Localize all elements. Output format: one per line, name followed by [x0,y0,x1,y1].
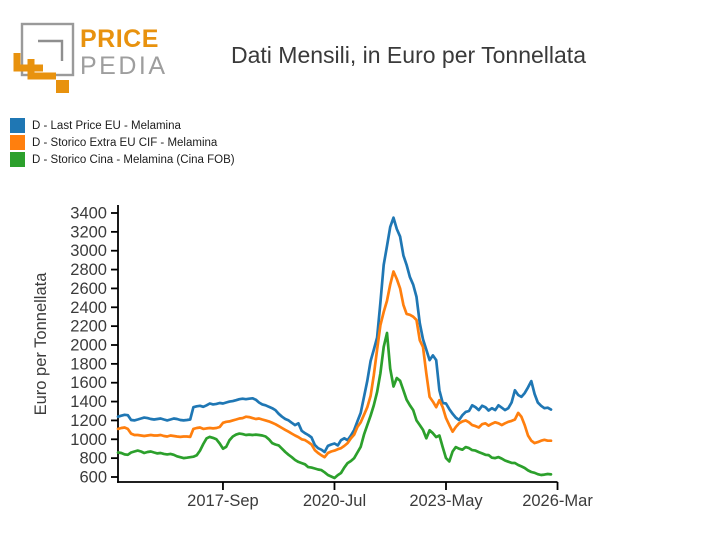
y-tick-label: 2400 [70,299,107,317]
y-tick-label: 1000 [70,431,107,449]
y-axis-title: Euro per Tonnellata [32,272,50,416]
legend-swatch [10,152,25,167]
legend-label: D - Storico Cina - Melamina (Cina FOB) [32,153,235,166]
legend-item: D - Storico Cina - Melamina (Cina FOB) [10,151,235,168]
legend-swatch [10,135,25,150]
logo-orange-square [56,80,69,93]
y-tick-label: 1400 [70,393,107,411]
y-tick-label: 600 [79,469,107,487]
logo-inner-gray-corner [38,39,64,61]
pricepedia-logo-icon [13,22,75,93]
y-tick-label: 3200 [70,223,107,241]
brand-pedia: PEDIA [80,52,168,80]
logo-orange-bracket-inner [27,59,56,80]
pricepedia-wordmark: PRICE PEDIA [80,27,168,79]
y-tick-label: 1800 [70,355,107,373]
legend-swatch [10,118,25,133]
y-tick-label: 2200 [70,318,107,336]
y-tick-label: 800 [79,450,107,468]
x-tick-label: 2017-Sep [187,492,259,510]
y-tick-label: 3000 [70,242,107,260]
y-tick-label: 2600 [70,280,107,298]
legend-item: D - Last Price EU - Melamina [10,117,235,134]
y-tick-label: 2800 [70,261,107,279]
x-tick-label: 2023-May [409,492,483,510]
series-line-last-price-eu [116,216,553,454]
y-tick-label: 2000 [70,337,107,355]
legend-item: D - Storico Extra EU CIF - Melamina [10,134,235,151]
chart-legend: D - Last Price EU - Melamina D - Storico … [10,117,235,168]
series-line-storico-cina [116,331,553,480]
x-tick-label: 2026-Mar [522,492,593,510]
y-tick-label: 1600 [70,374,107,392]
series-line-storico-extra-eu-cif [116,270,553,459]
legend-label: D - Last Price EU - Melamina [32,119,181,132]
y-tick-label: 1200 [70,412,107,430]
y-tick-label: 3400 [70,205,107,223]
chart-title: Dati Mensili, in Euro per Tonnellata [231,42,586,68]
legend-label: D - Storico Extra EU CIF - Melamina [32,136,218,149]
brand-price: PRICE [80,25,159,53]
x-tick-label: 2020-Jul [303,492,366,510]
